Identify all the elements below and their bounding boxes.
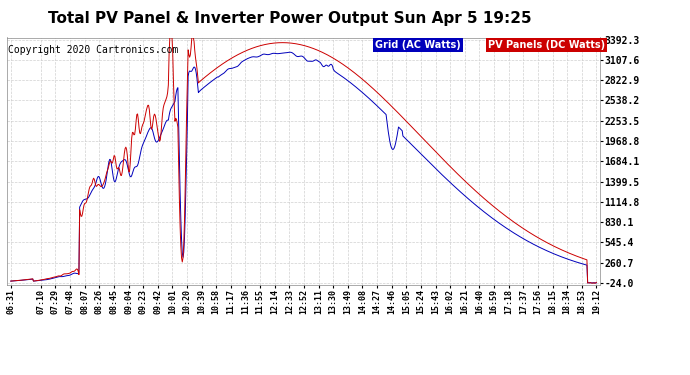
Text: Grid (AC Watts): Grid (AC Watts) xyxy=(375,40,460,50)
Text: PV Panels (DC Watts): PV Panels (DC Watts) xyxy=(488,40,604,50)
Text: Total PV Panel & Inverter Power Output Sun Apr 5 19:25: Total PV Panel & Inverter Power Output S… xyxy=(48,11,531,26)
Text: Copyright 2020 Cartronics.com: Copyright 2020 Cartronics.com xyxy=(8,45,179,55)
